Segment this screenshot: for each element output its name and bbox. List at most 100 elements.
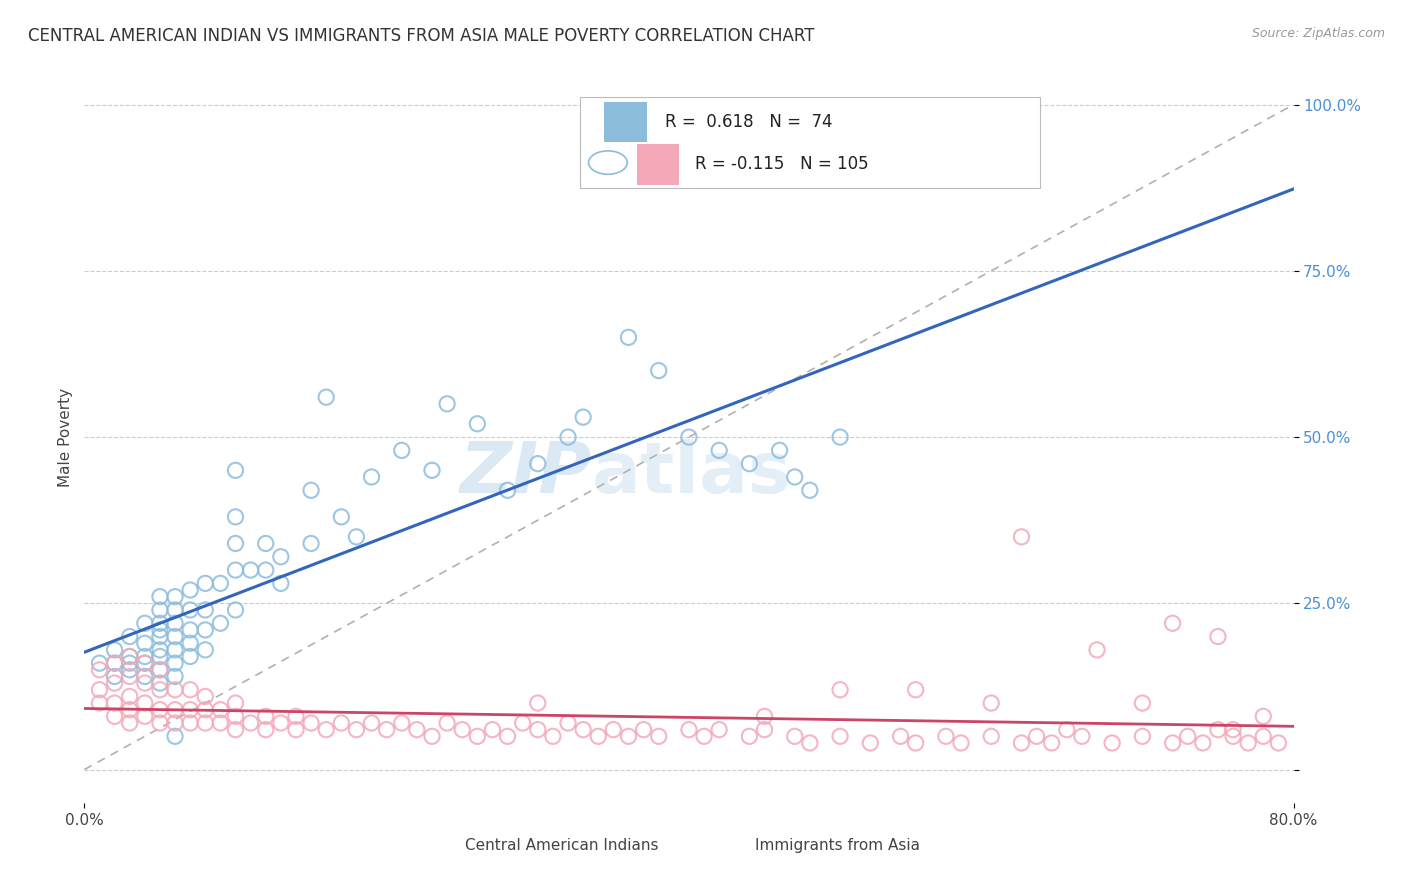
Point <box>617 330 640 344</box>
Point <box>149 616 172 631</box>
Point <box>467 417 489 431</box>
Point <box>118 656 141 670</box>
Point <box>194 690 217 704</box>
Point <box>194 623 217 637</box>
Point <box>285 709 308 723</box>
Point <box>149 676 172 690</box>
Point <box>527 696 550 710</box>
Point <box>225 723 247 737</box>
Point <box>149 630 172 644</box>
Point <box>165 616 187 631</box>
Point <box>254 723 277 737</box>
Point <box>799 736 821 750</box>
Point <box>179 649 201 664</box>
Point <box>270 716 292 731</box>
Point <box>104 669 127 683</box>
Point <box>134 656 156 670</box>
Point <box>754 709 776 723</box>
Point <box>134 616 156 631</box>
Point <box>588 729 610 743</box>
Point <box>709 443 731 458</box>
Point <box>134 636 156 650</box>
Point <box>572 410 595 425</box>
Point <box>149 663 172 677</box>
Point <box>194 603 217 617</box>
Point <box>890 729 912 743</box>
Point <box>299 536 322 550</box>
Point <box>209 716 232 731</box>
Text: CENTRAL AMERICAN INDIAN VS IMMIGRANTS FROM ASIA MALE POVERTY CORRELATION CHART: CENTRAL AMERICAN INDIAN VS IMMIGRANTS FR… <box>28 27 814 45</box>
Point <box>738 729 761 743</box>
Text: ZIP: ZIP <box>460 439 592 508</box>
Point <box>165 590 187 604</box>
Point <box>678 723 700 737</box>
Point <box>194 716 217 731</box>
Point <box>935 729 957 743</box>
Point <box>118 663 141 677</box>
Point <box>315 723 337 737</box>
Point <box>315 390 337 404</box>
Point <box>769 443 792 458</box>
Point <box>149 703 172 717</box>
Y-axis label: Male Poverty: Male Poverty <box>58 387 73 487</box>
Point <box>512 716 534 731</box>
Point <box>783 729 806 743</box>
Point <box>1161 736 1184 750</box>
Point <box>104 656 127 670</box>
Point <box>496 729 519 743</box>
Point <box>754 723 776 737</box>
Point <box>678 430 700 444</box>
Point <box>89 696 111 710</box>
FancyBboxPatch shape <box>605 103 647 143</box>
Point <box>391 716 413 731</box>
Point <box>118 649 141 664</box>
Point <box>104 696 127 710</box>
Point <box>420 729 443 743</box>
Point <box>209 703 232 717</box>
Text: Central American Indians: Central American Indians <box>465 838 659 853</box>
Point <box>391 443 413 458</box>
Point <box>950 736 973 750</box>
Point <box>104 676 127 690</box>
Point <box>541 729 564 743</box>
Point <box>209 616 232 631</box>
Text: atlas: atlas <box>592 439 792 508</box>
Point <box>527 457 550 471</box>
Point <box>1130 729 1153 743</box>
Point <box>572 723 595 737</box>
Point <box>134 669 156 683</box>
Point <box>149 663 172 677</box>
Point <box>481 723 503 737</box>
Text: Source: ZipAtlas.com: Source: ZipAtlas.com <box>1251 27 1385 40</box>
Text: Immigrants from Asia: Immigrants from Asia <box>755 838 921 853</box>
Point <box>436 716 458 731</box>
Point <box>360 470 382 484</box>
Point <box>134 709 156 723</box>
Point <box>406 723 429 737</box>
Point <box>89 682 111 697</box>
Point <box>104 643 127 657</box>
Point <box>134 676 156 690</box>
Point <box>165 716 187 731</box>
Point <box>830 682 852 697</box>
Point <box>557 430 579 444</box>
Point <box>179 682 201 697</box>
FancyBboxPatch shape <box>637 145 679 185</box>
Point <box>209 576 232 591</box>
Point <box>179 703 201 717</box>
Point <box>225 709 247 723</box>
Text: R = -0.115   N = 105: R = -0.115 N = 105 <box>695 155 869 173</box>
Point <box>830 430 852 444</box>
Point <box>1161 616 1184 631</box>
Point <box>270 549 292 564</box>
Point <box>194 643 217 657</box>
FancyBboxPatch shape <box>713 832 744 862</box>
Point <box>89 663 111 677</box>
Point <box>1071 729 1094 743</box>
Point <box>118 690 141 704</box>
Point <box>194 576 217 591</box>
Point <box>1011 530 1033 544</box>
Point <box>527 723 550 737</box>
Point <box>1222 723 1244 737</box>
Point <box>149 649 172 664</box>
